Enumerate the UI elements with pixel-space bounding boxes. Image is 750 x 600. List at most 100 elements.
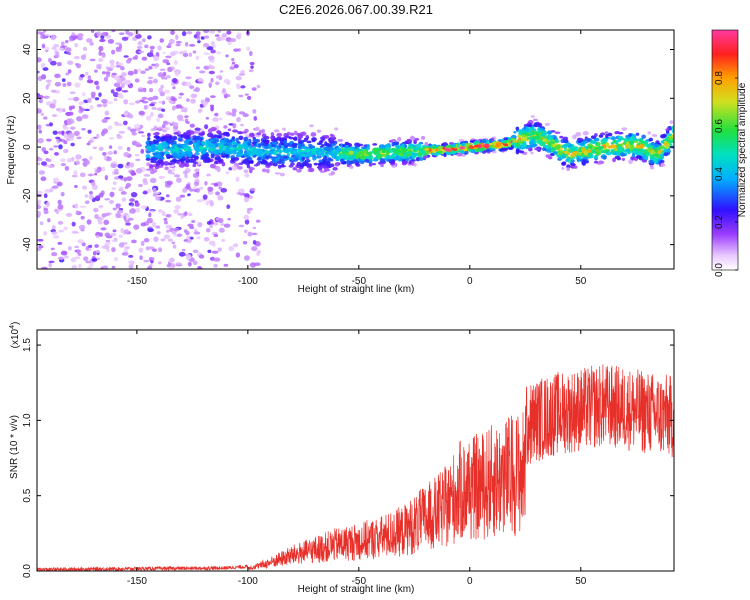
spectrogram-noise-dot [161, 124, 166, 129]
spectrogram-noise-dot [91, 258, 98, 262]
spectrogram-noise-dot [208, 30, 215, 34]
spectrogram-noise-dot [129, 208, 134, 214]
spectrogram-ridge-cell [610, 150, 615, 154]
spectrogram-noise-dot [50, 89, 57, 93]
spectrogram-noise-dot [103, 155, 107, 161]
spectrogram-noise-dot [166, 75, 171, 79]
spectrogram-noise-dot [65, 39, 69, 44]
spectrogram-noise-dot [113, 168, 119, 173]
spectrogram-noise-dot [213, 233, 219, 238]
spectrogram-ridge-cell [237, 166, 243, 170]
spectrogram-noise-dot [117, 163, 124, 169]
spectrogram-noise-dot [97, 217, 103, 223]
spectrogram-ridge-cell [525, 129, 532, 133]
spectrogram-noise-dot [256, 251, 261, 256]
spectrogram-ridge-cell [205, 158, 212, 163]
spectrogram-noise-dot [91, 94, 96, 99]
spectrogram-ridge-cell [651, 133, 658, 137]
spectrogram-noise-dot [187, 193, 191, 197]
colorbar-tick-label: 0.6 [714, 119, 725, 133]
spectrogram-noise-dot [243, 196, 250, 203]
spectrogram-ridge-cell [192, 164, 197, 168]
spectrogram-ridge-cell [595, 150, 602, 156]
spectrogram-ridge-cell [564, 143, 570, 146]
spectrogram-ridge-cell [167, 121, 171, 125]
spectrogram-noise-dot [118, 43, 123, 50]
spectrogram-noise-dot [184, 253, 191, 257]
spectrogram-noise-dot [73, 170, 78, 176]
spectrogram-ridge-cell [626, 138, 630, 142]
spectrogram-noise-dot [106, 101, 113, 105]
spectrogram-noise-dot [196, 161, 202, 166]
spectrogram-ridge-cell [422, 155, 429, 159]
spectrogram-ridge-cell [288, 164, 294, 168]
spectrogram-noise-dot [94, 172, 98, 176]
spectrogram-noise-dot [115, 203, 121, 209]
spectrogram-noise-dot [184, 41, 189, 47]
spectrogram-noise-dot [123, 112, 128, 116]
spectrogram-noise-dot [50, 187, 54, 193]
spectrogram-noise-dot [124, 79, 132, 86]
spectrogram-noise-dot [215, 75, 222, 79]
spectrogram-noise-dot [210, 77, 214, 83]
spectrogram-ridge-cell [182, 144, 187, 148]
spectrogram-noise-dot [138, 41, 142, 45]
spectrogram-noise-dot [135, 167, 143, 174]
spectrogram-ridge-cell [587, 152, 593, 157]
spectrogram-noise-dot [249, 61, 255, 66]
spectrogram-noise-dot [52, 177, 60, 183]
spectrogram-ridge-cell [363, 152, 367, 157]
spectrogram-ridge-cell [602, 155, 607, 160]
spectrogram-ridge-cell [173, 155, 178, 159]
spectrogram-ridge-cell [257, 149, 261, 154]
spectrogram-noise-dot [38, 170, 46, 175]
spectrogram-noise-dot [114, 75, 120, 81]
spectrogram-noise-dot [101, 99, 108, 104]
spectrogram-noise-dot [171, 97, 178, 102]
spectrogram-ridge-cell [345, 159, 351, 165]
spectrogram-noise-dot [58, 229, 65, 233]
spectrogram-noise-dot [53, 44, 60, 48]
spectrogram-noise-dot [210, 106, 214, 112]
spectrogram-noise-dot [104, 198, 110, 201]
spectrogram-noise-dot [203, 52, 210, 55]
spectrogram-noise-dot [181, 248, 186, 252]
spectrogram-noise-dot [198, 254, 205, 259]
spectrogram-ridge-cell [394, 156, 401, 161]
spectrogram-noise-dot [118, 186, 124, 190]
spectrogram-ridge-cell [274, 157, 280, 162]
spectrogram-noise-dot [163, 234, 171, 239]
spectrogram-noise-dot [247, 231, 253, 237]
spectrogram-noise-dot [95, 169, 101, 173]
spectrogram-ridge-cell [570, 163, 576, 166]
spectrogram-noise-dot [218, 227, 225, 233]
spectrogram-ridge-cell [490, 144, 495, 148]
spectrogram-noise-dot [55, 136, 61, 140]
spectrogram-ridge-cell [325, 161, 331, 167]
spectrogram-ridge-cell [621, 149, 626, 153]
spectrogram-noise-dot [109, 137, 114, 140]
spectrogram-noise-dot [45, 138, 52, 142]
spectrogram-noise-dot [228, 245, 235, 252]
spectrogram-noise-dot [132, 56, 137, 60]
spectrogram-noise-dot [123, 215, 127, 221]
spectrogram-noise-dot [101, 71, 106, 75]
spectrogram-ridge-cell [631, 153, 636, 158]
spectrogram-ridge-cell [587, 145, 593, 150]
spectrogram-ridge-cell [173, 122, 179, 127]
spectrogram-noise-dot [194, 127, 201, 131]
spectrogram-ridge-cell [628, 159, 634, 164]
spectrogram-noise-dot [118, 32, 125, 36]
spectrogram-noise-dot [240, 85, 246, 89]
spectrogram-noise-dot [54, 81, 62, 87]
spectrogram-noise-dot [111, 49, 116, 55]
colorbar-tick-label: 0.8 [714, 71, 725, 85]
spectrogram-noise-dot [128, 84, 133, 89]
spectrogram-noise-dot [178, 96, 182, 99]
spectrogram-ridge-cell [152, 145, 158, 151]
spectrogram-ridge-cell [593, 160, 599, 164]
spectrogram-ridge-cell [419, 149, 425, 154]
spectrogram-ridge-cell [236, 152, 243, 156]
spectrogram-ridge-cell [648, 137, 654, 142]
spectrogram-ridge-cell [295, 154, 301, 158]
